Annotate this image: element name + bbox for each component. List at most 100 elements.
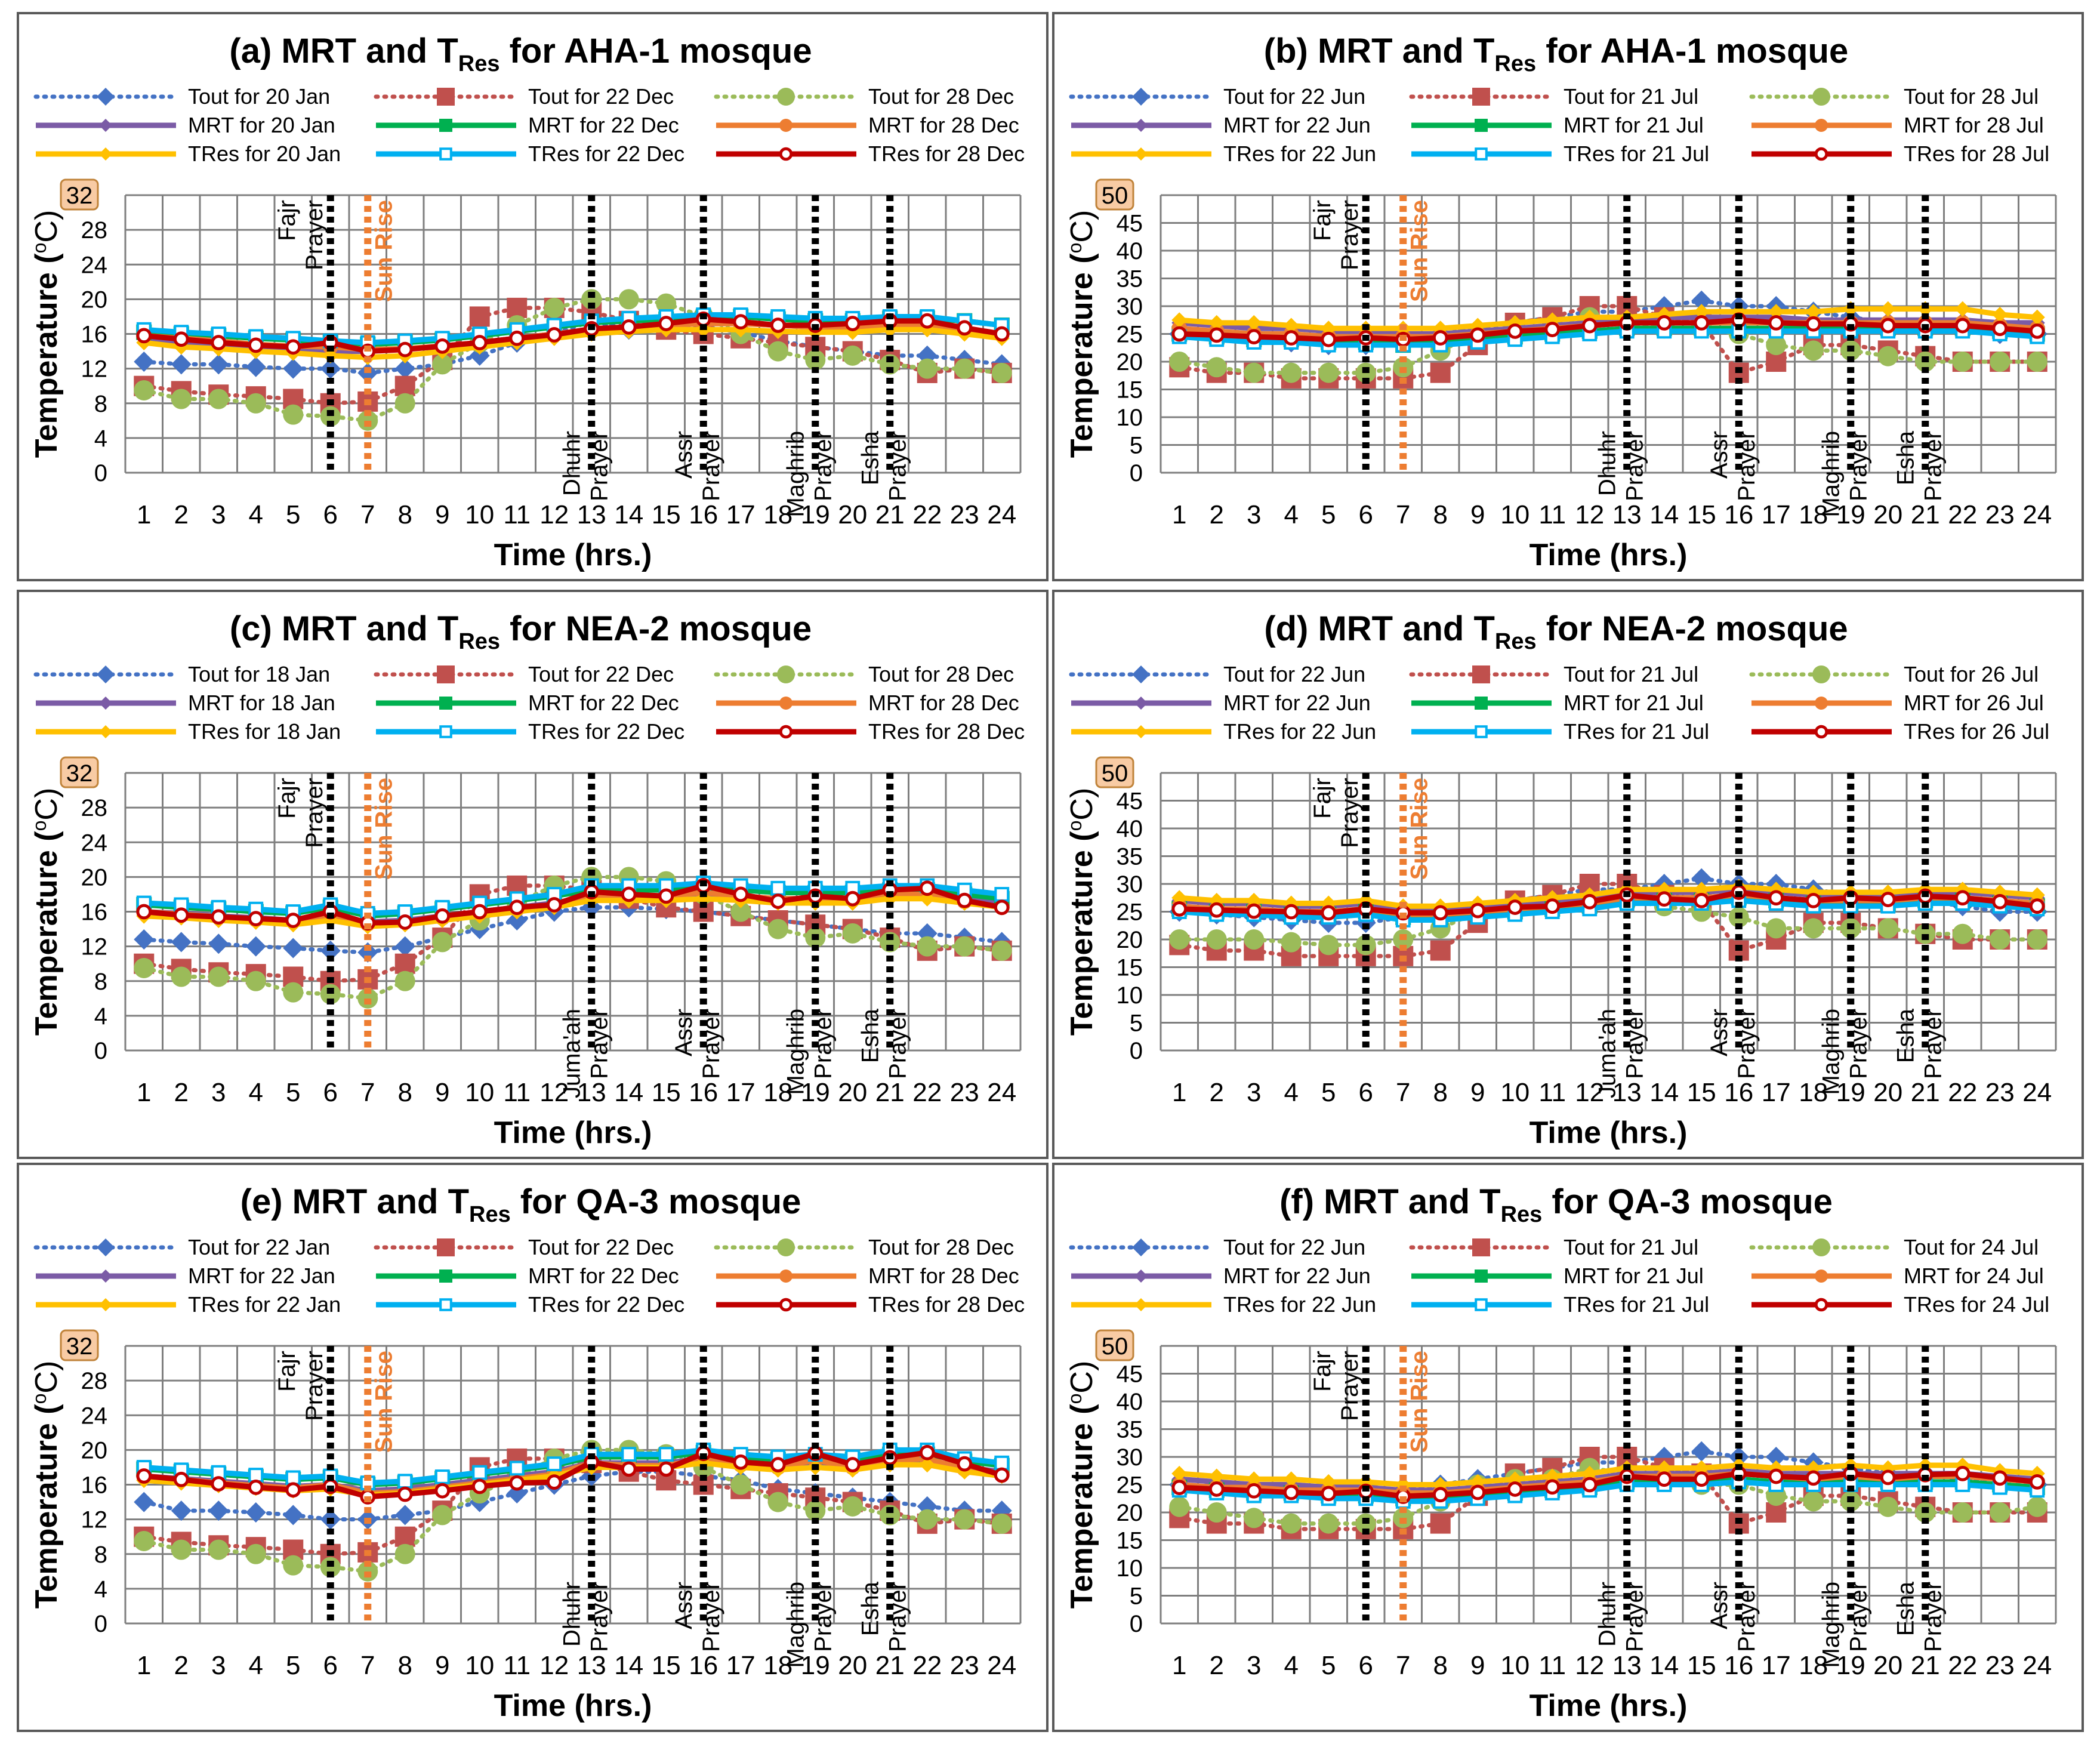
data-point <box>658 1461 674 1477</box>
x-tick-label: 19 <box>1836 500 1865 529</box>
data-point <box>1206 357 1227 378</box>
data-point <box>434 1483 451 1499</box>
legend-label: Tout for 28 Dec <box>868 662 1014 686</box>
data-point <box>544 297 565 318</box>
event-label: Esha <box>857 1008 883 1063</box>
data-point <box>1691 290 1712 311</box>
data-point <box>1581 318 1598 334</box>
data-point <box>136 1468 152 1484</box>
data-point <box>248 1479 264 1495</box>
data-point <box>394 358 415 379</box>
legend-marker <box>439 1298 452 1311</box>
data-point <box>397 1486 413 1502</box>
data-point <box>136 904 152 920</box>
x-tick-label: 21 <box>1911 1078 1940 1107</box>
data-point <box>1281 362 1302 383</box>
event-label: Fajr <box>1309 200 1336 241</box>
legend-label: TRes for 28 Dec <box>868 719 1025 744</box>
data-point <box>1470 1474 1486 1490</box>
data-point <box>285 1470 301 1486</box>
data-point <box>994 887 1010 902</box>
x-tick-label: 11 <box>503 1078 531 1107</box>
legend-marker <box>1134 725 1148 738</box>
chart-legend: Tout for 20 Jan Tout for 22 Dec Tout for 2… <box>33 84 1025 166</box>
data-point <box>1694 304 1710 320</box>
x-tick-label: 16 <box>689 1651 718 1680</box>
legend-marker <box>1812 1238 1830 1256</box>
y-tick-label: 20 <box>81 286 108 313</box>
legend-label: Tout for 22 Jun <box>1223 662 1365 686</box>
y-tick-label: 40 <box>1117 816 1143 842</box>
legend-marker <box>439 119 452 132</box>
legend-label: MRT for 21 Jul <box>1564 1264 1704 1288</box>
y-tick-label: 4 <box>94 1003 107 1030</box>
y-max-badge <box>60 756 99 788</box>
x-tick-label: 12 <box>539 1078 569 1107</box>
event-label: Esha <box>1892 1008 1919 1063</box>
series <box>136 1444 1010 1505</box>
data-point <box>432 1505 453 1526</box>
data-point <box>880 932 901 953</box>
chart-panel-2: (b) MRT and TRes for AHA-1 mosque Tout fo… <box>1052 12 2084 581</box>
y-tick-label: 28 <box>81 1368 108 1394</box>
data-point <box>1244 1508 1265 1529</box>
data-point <box>245 970 266 991</box>
data-point <box>1544 1468 1561 1484</box>
data-point <box>2027 1496 2047 1517</box>
data-point <box>357 410 378 431</box>
data-point <box>171 1539 192 1560</box>
legend-label: TRes for 22 Dec <box>528 141 684 166</box>
legend-marker <box>777 88 795 106</box>
data-point <box>1244 929 1265 950</box>
legend-marker <box>779 697 792 710</box>
data-point <box>1877 1496 1898 1517</box>
y-tick-label: 16 <box>81 322 108 348</box>
x-tick-label: 14 <box>614 500 643 529</box>
x-tick-label: 20 <box>1873 1078 1902 1107</box>
legend-label: TRes for 21 Jul <box>1564 1292 1709 1317</box>
data-point <box>394 375 415 396</box>
data-point <box>394 970 415 991</box>
event-label: Juma'ah <box>559 1009 585 1098</box>
data-point <box>842 1496 863 1517</box>
panel-border <box>17 1163 1049 1732</box>
y-max-badge <box>60 178 99 211</box>
x-tick-label: 11 <box>503 1651 531 1680</box>
legend-marker <box>97 665 115 683</box>
event-label: Sun Rise <box>1406 778 1432 880</box>
y-tick-label: 0 <box>1130 460 1143 486</box>
y-tick-label: 25 <box>1117 322 1143 348</box>
data-point <box>991 940 1012 961</box>
data-point <box>2027 929 2047 950</box>
x-tick-label: 13 <box>577 500 606 529</box>
data-point <box>245 393 266 414</box>
panel-border <box>1052 590 2084 1159</box>
x-tick-label: 4 <box>249 500 263 529</box>
y-axis-label: Temperature (oC) <box>29 1361 64 1609</box>
legend-marker <box>99 1270 112 1283</box>
data-point <box>1992 1470 2008 1486</box>
y-tick-label: 0 <box>1130 1611 1143 1637</box>
x-tick-label: 12 <box>539 1651 569 1680</box>
event-label: Esha <box>857 1581 883 1636</box>
y-max-badge <box>1095 178 1134 211</box>
data-point <box>245 1543 266 1564</box>
x-tick-label: 3 <box>211 1078 226 1107</box>
x-tick-label: 2 <box>174 1651 189 1680</box>
data-point <box>1470 902 1486 919</box>
legend-marker <box>1132 665 1150 683</box>
legend-label: TRes for 22 Dec <box>528 719 684 744</box>
data-point <box>1507 323 1523 339</box>
data-point <box>770 880 786 896</box>
x-tick-label: 9 <box>435 1078 449 1107</box>
y-tick-label: 0 <box>1130 1038 1143 1064</box>
y-tick-label: 5 <box>1130 1010 1143 1037</box>
event-label: Sun Rise <box>371 200 397 302</box>
legend-marker <box>1472 665 1490 683</box>
data-point <box>283 404 304 425</box>
data-point <box>994 1467 1010 1483</box>
data-point <box>1990 929 2010 950</box>
event-label: Prayer <box>698 1009 724 1079</box>
data-point <box>546 896 562 913</box>
